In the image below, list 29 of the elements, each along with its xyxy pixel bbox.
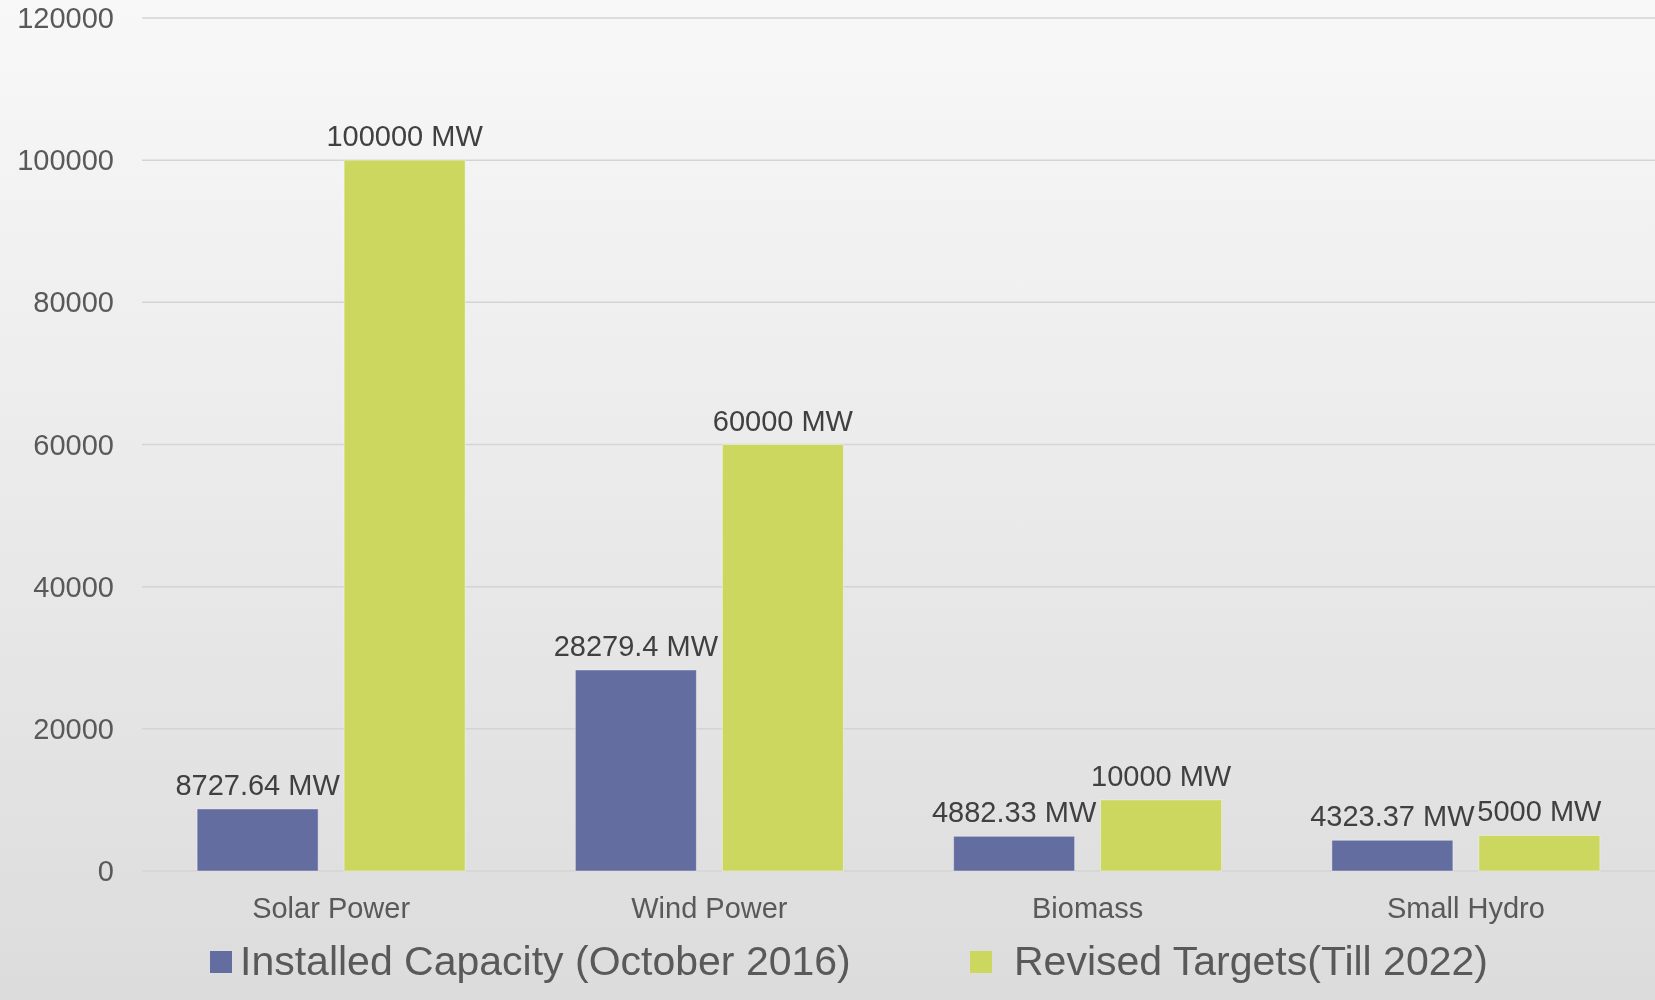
- y-tick-label: 0: [97, 855, 114, 888]
- bar: [196, 808, 319, 872]
- y-tick-label: 20000: [33, 712, 114, 745]
- bar: [953, 835, 1076, 872]
- data-label: 4323.37 MW: [1310, 800, 1476, 833]
- bar: [1100, 799, 1223, 872]
- x-tick-label: Solar Power: [252, 892, 411, 924]
- x-tick-label: Small Hydro: [1386, 892, 1545, 924]
- y-tick-label: 80000: [33, 286, 114, 319]
- data-label: 4882.33 MW: [931, 796, 1097, 829]
- data-label: 28279.4 MW: [553, 629, 719, 662]
- series-label: Revised Targets(Till 2022): [1014, 938, 1488, 984]
- legend-label: Installed Capacity (October 2016): [240, 938, 851, 984]
- data-label: 100000 MW: [326, 120, 484, 153]
- data-label: 10000 MW: [1091, 759, 1232, 792]
- x-tick-label: Wind Power: [631, 892, 788, 924]
- data-label: 5000 MW: [1477, 795, 1603, 828]
- x-tick-label: Biomass: [1032, 892, 1144, 924]
- data-label: 8727.64 MW: [175, 768, 341, 801]
- y-tick-label: 60000: [33, 428, 114, 461]
- data-label: 60000 MW: [712, 404, 854, 437]
- y-tick-label: 40000: [33, 570, 114, 603]
- bar: [574, 669, 697, 872]
- bar: [343, 159, 466, 872]
- y-tick-label: 120000: [17, 2, 114, 35]
- bar: [721, 444, 844, 872]
- bar: [1331, 839, 1454, 872]
- bar: [1478, 834, 1601, 872]
- y-tick-label: 100000: [17, 144, 114, 177]
